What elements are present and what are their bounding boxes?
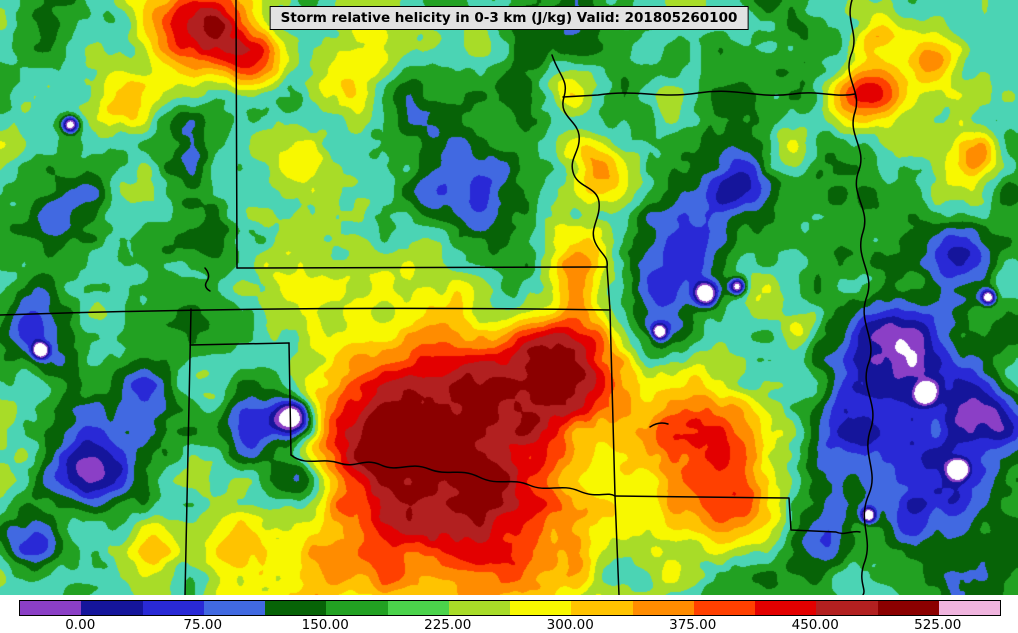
- colorbar-tick-label: 75.00: [183, 617, 223, 633]
- colorbar-segment: [571, 601, 633, 615]
- colorbar-tick-label: 300.00: [546, 617, 594, 633]
- colorbar-tick-label: 525.00: [914, 617, 962, 633]
- state-border-ok-arkansas-east: [609, 309, 620, 595]
- state-border-ok-panhandle-south: [189, 342, 290, 346]
- state-border-missouri-arkansas: [614, 495, 861, 535]
- colorbar-segment: [203, 601, 265, 615]
- colorbar-tick-label: 375.00: [669, 617, 717, 633]
- colorbar-segment: [448, 601, 510, 615]
- colorbar-segment: [632, 601, 694, 615]
- colorbar-segment: [510, 601, 572, 615]
- colorbar-segment: [755, 601, 817, 615]
- colorbar-segment: [693, 601, 755, 615]
- state-border-iowa-missouri: [562, 90, 856, 98]
- colorbar-segment: [265, 601, 327, 615]
- state-border-red-river-ok-tx: [290, 454, 616, 497]
- colorbar-tick-label: 0.00: [65, 617, 96, 633]
- colorbar-strip: [19, 600, 1001, 616]
- state-border-colorado-east: [235, 0, 238, 269]
- state-border-river-fragment-ok: [649, 422, 669, 428]
- state-border-nm-tx-103w: [184, 308, 192, 595]
- colorbar-segment: [20, 601, 82, 615]
- colorbar-tick-label: 225.00: [424, 617, 472, 633]
- colorbar-segment: [326, 601, 388, 615]
- state-border-lat37-co-nm-ks-ok: [0, 307, 611, 316]
- state-border-kansas-missouri: [606, 266, 611, 311]
- colorbar-tick-label: 150.00: [301, 617, 349, 633]
- state-border-ok-tx-100w: [288, 342, 292, 456]
- map-title: Storm relative helicity in 0-3 km (J/kg)…: [269, 6, 749, 30]
- state-border-missouri-river-ne-mo: [551, 54, 609, 268]
- colorbar: 0.00 75.00 150.00 225.00 300.00 375.00 450.00 5…: [19, 600, 1001, 633]
- colorbar-segment: [938, 601, 1000, 615]
- colorbar-segment: [81, 601, 143, 615]
- state-border-river-fragment-co: [204, 267, 211, 292]
- colorbar-segment: [816, 601, 878, 615]
- helicity-field-canvas: [0, 0, 1018, 595]
- colorbar-tick-labels: 0.00 75.00 150.00 225.00 300.00 375.00 450.00 5…: [19, 617, 999, 633]
- map-area: Storm relative helicity in 0-3 km (J/kg)…: [0, 0, 1018, 595]
- colorbar-segment: [387, 601, 449, 615]
- state-borders-svg: [0, 0, 874, 595]
- colorbar-segment: [142, 601, 204, 615]
- colorbar-segment: [877, 601, 939, 615]
- state-border-nebraska-kansas: [236, 266, 599, 269]
- colorbar-tick-label: 450.00: [791, 617, 839, 633]
- state-border-mississippi-river: [848, 0, 874, 595]
